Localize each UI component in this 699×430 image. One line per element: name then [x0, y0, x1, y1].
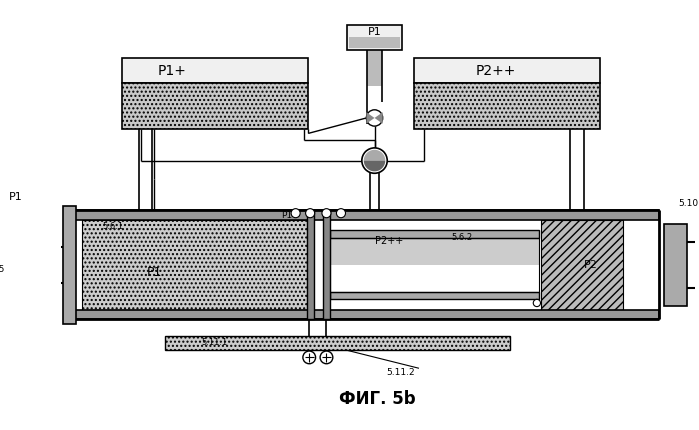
Bar — [165, 336, 510, 350]
Bar — [122, 58, 308, 83]
Polygon shape — [363, 160, 385, 171]
Bar — [323, 210, 330, 319]
Bar — [542, 220, 623, 310]
Text: P1: P1 — [8, 192, 22, 202]
Text: P2: P2 — [584, 260, 598, 270]
Text: P1: P1 — [368, 27, 382, 37]
Text: 5.10: 5.10 — [678, 199, 698, 208]
Circle shape — [336, 209, 345, 218]
Polygon shape — [375, 112, 382, 124]
Bar — [307, 210, 314, 319]
Text: 5.11.1: 5.11.1 — [201, 338, 228, 347]
Circle shape — [366, 110, 382, 126]
Text: 5.6.1: 5.6.1 — [103, 222, 124, 231]
Text: 5.11.2: 5.11.2 — [387, 369, 415, 377]
Text: ФИГ. 5b: ФИГ. 5b — [339, 390, 416, 408]
Bar — [415, 83, 600, 129]
Circle shape — [291, 209, 300, 218]
Bar — [82, 220, 307, 310]
Circle shape — [533, 299, 540, 307]
Bar — [74, 310, 659, 319]
Bar — [74, 210, 659, 220]
Text: P2++: P2++ — [375, 237, 403, 246]
Bar — [664, 224, 686, 306]
Bar — [330, 238, 539, 292]
Bar — [330, 292, 539, 299]
Polygon shape — [363, 150, 385, 160]
Bar — [367, 50, 382, 86]
Text: P2++: P2++ — [476, 64, 517, 78]
Text: 5.5: 5.5 — [0, 265, 4, 274]
Circle shape — [362, 148, 387, 173]
Text: 5.6.2: 5.6.2 — [451, 233, 472, 242]
Bar — [415, 58, 600, 83]
Circle shape — [305, 209, 315, 218]
Bar — [330, 238, 539, 265]
Bar — [122, 83, 308, 129]
Circle shape — [322, 209, 331, 218]
Bar — [349, 37, 400, 48]
Text: P1: P1 — [147, 266, 162, 279]
Text: P1+: P1+ — [158, 64, 187, 78]
Circle shape — [320, 351, 333, 364]
Bar — [330, 230, 539, 238]
Polygon shape — [366, 112, 375, 124]
Bar — [347, 25, 402, 50]
Text: P1+: P1+ — [281, 211, 299, 219]
Circle shape — [303, 351, 315, 364]
Bar — [64, 206, 76, 324]
